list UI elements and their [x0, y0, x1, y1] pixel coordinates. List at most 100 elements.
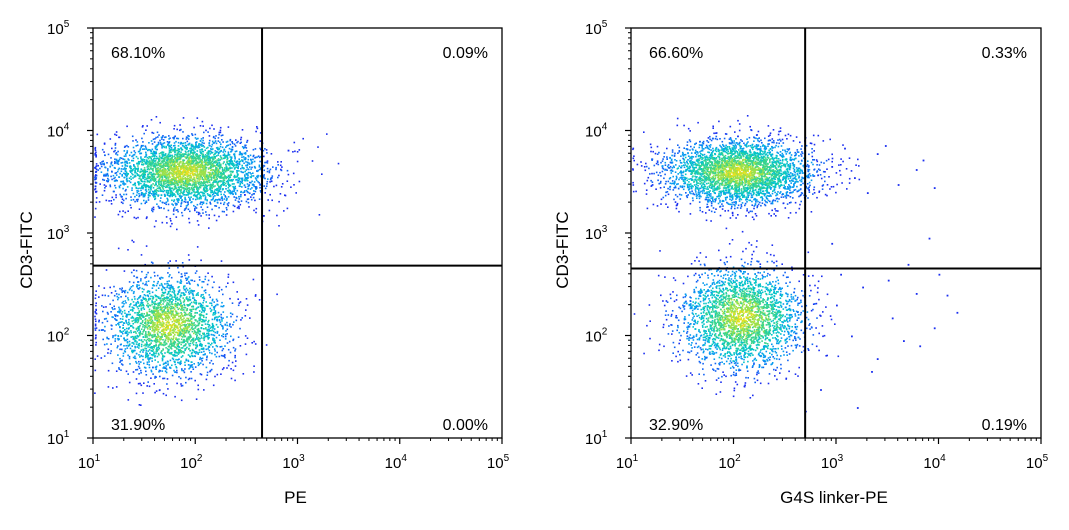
event-dot — [237, 167, 239, 169]
event-dot — [136, 319, 139, 321]
event-dot — [169, 225, 172, 228]
event-dot — [117, 160, 120, 163]
event-dot — [157, 205, 160, 208]
event-dot — [199, 186, 202, 189]
event-dot — [100, 357, 103, 359]
event-dot — [124, 211, 127, 214]
event-dot — [111, 178, 113, 181]
event-dot — [146, 338, 149, 341]
event-dot — [159, 200, 162, 202]
event-dot — [121, 175, 123, 177]
event-dot — [240, 195, 242, 198]
event-dot — [198, 154, 200, 157]
event-dot — [115, 172, 118, 174]
event-dot — [236, 175, 238, 178]
event-dot — [207, 146, 209, 149]
event-dot — [136, 284, 138, 286]
event-dot — [178, 199, 180, 201]
event-dot — [150, 315, 152, 318]
event-dot — [228, 154, 231, 156]
event-dot — [171, 161, 173, 164]
event-dot — [215, 135, 217, 137]
event-dot — [250, 175, 253, 177]
event-dot — [154, 355, 156, 357]
event-dot — [187, 320, 189, 322]
event-dot — [231, 146, 234, 148]
event-dot — [206, 175, 208, 178]
event-dot — [179, 334, 182, 336]
event-dot — [158, 190, 160, 192]
event-dot — [187, 337, 190, 340]
event-dot — [148, 168, 151, 171]
event-dot — [158, 171, 160, 173]
event-dot — [198, 310, 201, 312]
event-dot — [211, 275, 213, 278]
event-dot — [169, 165, 172, 168]
event-dot — [218, 334, 220, 336]
event-dot — [136, 200, 139, 203]
event-dot — [134, 169, 136, 172]
event-dot — [200, 197, 202, 200]
event-dot — [136, 191, 139, 194]
event-dot — [115, 196, 117, 199]
event-dot — [198, 188, 200, 190]
event-dot — [207, 153, 209, 156]
event-dot — [167, 155, 170, 158]
event-dot — [165, 176, 167, 179]
event-dot — [171, 329, 174, 331]
event-dot — [192, 159, 194, 162]
event-dot — [241, 182, 244, 185]
event-dot — [149, 194, 151, 197]
event-dot — [146, 216, 148, 218]
event-dot — [95, 336, 97, 339]
event-dot — [177, 181, 180, 184]
event-dot — [132, 173, 134, 176]
event-dot — [139, 295, 142, 297]
event-dot — [208, 329, 210, 332]
event-dot — [204, 177, 206, 180]
event-dot — [155, 345, 157, 347]
event-dot — [159, 173, 162, 175]
event-dot — [202, 333, 205, 336]
event-dot — [190, 292, 192, 294]
event-dot — [132, 356, 135, 359]
event-dot — [94, 207, 97, 210]
event-dot — [226, 162, 229, 165]
event-dot — [137, 168, 139, 170]
event-dot — [155, 343, 157, 346]
dot-layer — [94, 116, 340, 406]
event-dot — [170, 169, 173, 172]
event-dot — [163, 154, 165, 157]
event-dot — [221, 325, 224, 327]
event-dot — [163, 312, 166, 314]
event-dot — [150, 342, 152, 344]
event-dot — [227, 181, 229, 184]
event-dot — [254, 167, 257, 169]
event-dot — [232, 281, 235, 284]
event-dot — [126, 150, 129, 152]
event-dot — [230, 157, 233, 159]
event-dot — [191, 170, 194, 173]
event-dot — [171, 305, 174, 308]
event-dot — [151, 178, 154, 180]
event-dot — [149, 326, 152, 328]
event-dot — [178, 352, 181, 354]
event-dot — [198, 211, 200, 214]
event-dot — [234, 199, 237, 201]
event-dot — [233, 155, 236, 158]
event-dot — [144, 161, 147, 163]
event-dot — [199, 169, 201, 171]
event-dot — [204, 181, 207, 183]
event-dot — [217, 140, 220, 142]
event-dot — [255, 187, 258, 189]
event-dot — [139, 317, 142, 320]
event-dot — [154, 391, 156, 394]
event-dot — [151, 334, 154, 336]
event-dot — [118, 338, 120, 340]
event-dot — [169, 149, 172, 151]
event-dot — [185, 277, 187, 280]
event-dot — [172, 183, 175, 186]
event-dot — [169, 190, 172, 192]
event-dot — [213, 173, 215, 175]
event-dot — [199, 161, 201, 163]
